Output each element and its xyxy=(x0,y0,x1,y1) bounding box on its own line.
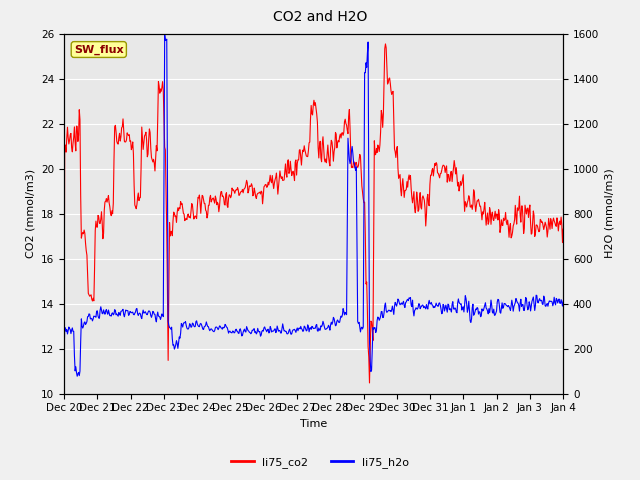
li75_h2o xyxy=(74,373,81,379)
li75_h2o xyxy=(121,310,129,316)
li75_h2o xyxy=(60,361,68,367)
Y-axis label: H2O (mmol/m3): H2O (mmol/m3) xyxy=(605,169,615,258)
li75_co2 xyxy=(69,140,77,146)
li75_h2o xyxy=(161,32,168,37)
li75_co2 xyxy=(381,41,389,47)
Line: li75_h2o: li75_h2o xyxy=(64,35,563,376)
li75_h2o xyxy=(173,338,180,344)
Text: CO2 and H2O: CO2 and H2O xyxy=(273,10,367,24)
li75_co2 xyxy=(389,88,397,94)
li75_co2 xyxy=(120,138,128,144)
li75_h2o xyxy=(69,329,77,335)
li75_h2o xyxy=(199,326,207,332)
li75_co2 xyxy=(374,142,381,148)
li75_co2 xyxy=(172,214,179,219)
Legend: li75_co2, li75_h2o: li75_co2, li75_h2o xyxy=(227,452,413,472)
li75_co2 xyxy=(198,200,205,206)
X-axis label: Time: Time xyxy=(300,419,327,429)
Line: li75_co2: li75_co2 xyxy=(64,44,563,384)
li75_co2 xyxy=(559,226,567,232)
li75_h2o xyxy=(390,312,397,317)
li75_co2 xyxy=(60,381,68,386)
Text: SW_flux: SW_flux xyxy=(74,44,124,55)
li75_h2o xyxy=(376,317,383,323)
li75_h2o xyxy=(559,298,567,304)
Y-axis label: CO2 (mmol/m3): CO2 (mmol/m3) xyxy=(26,169,35,258)
